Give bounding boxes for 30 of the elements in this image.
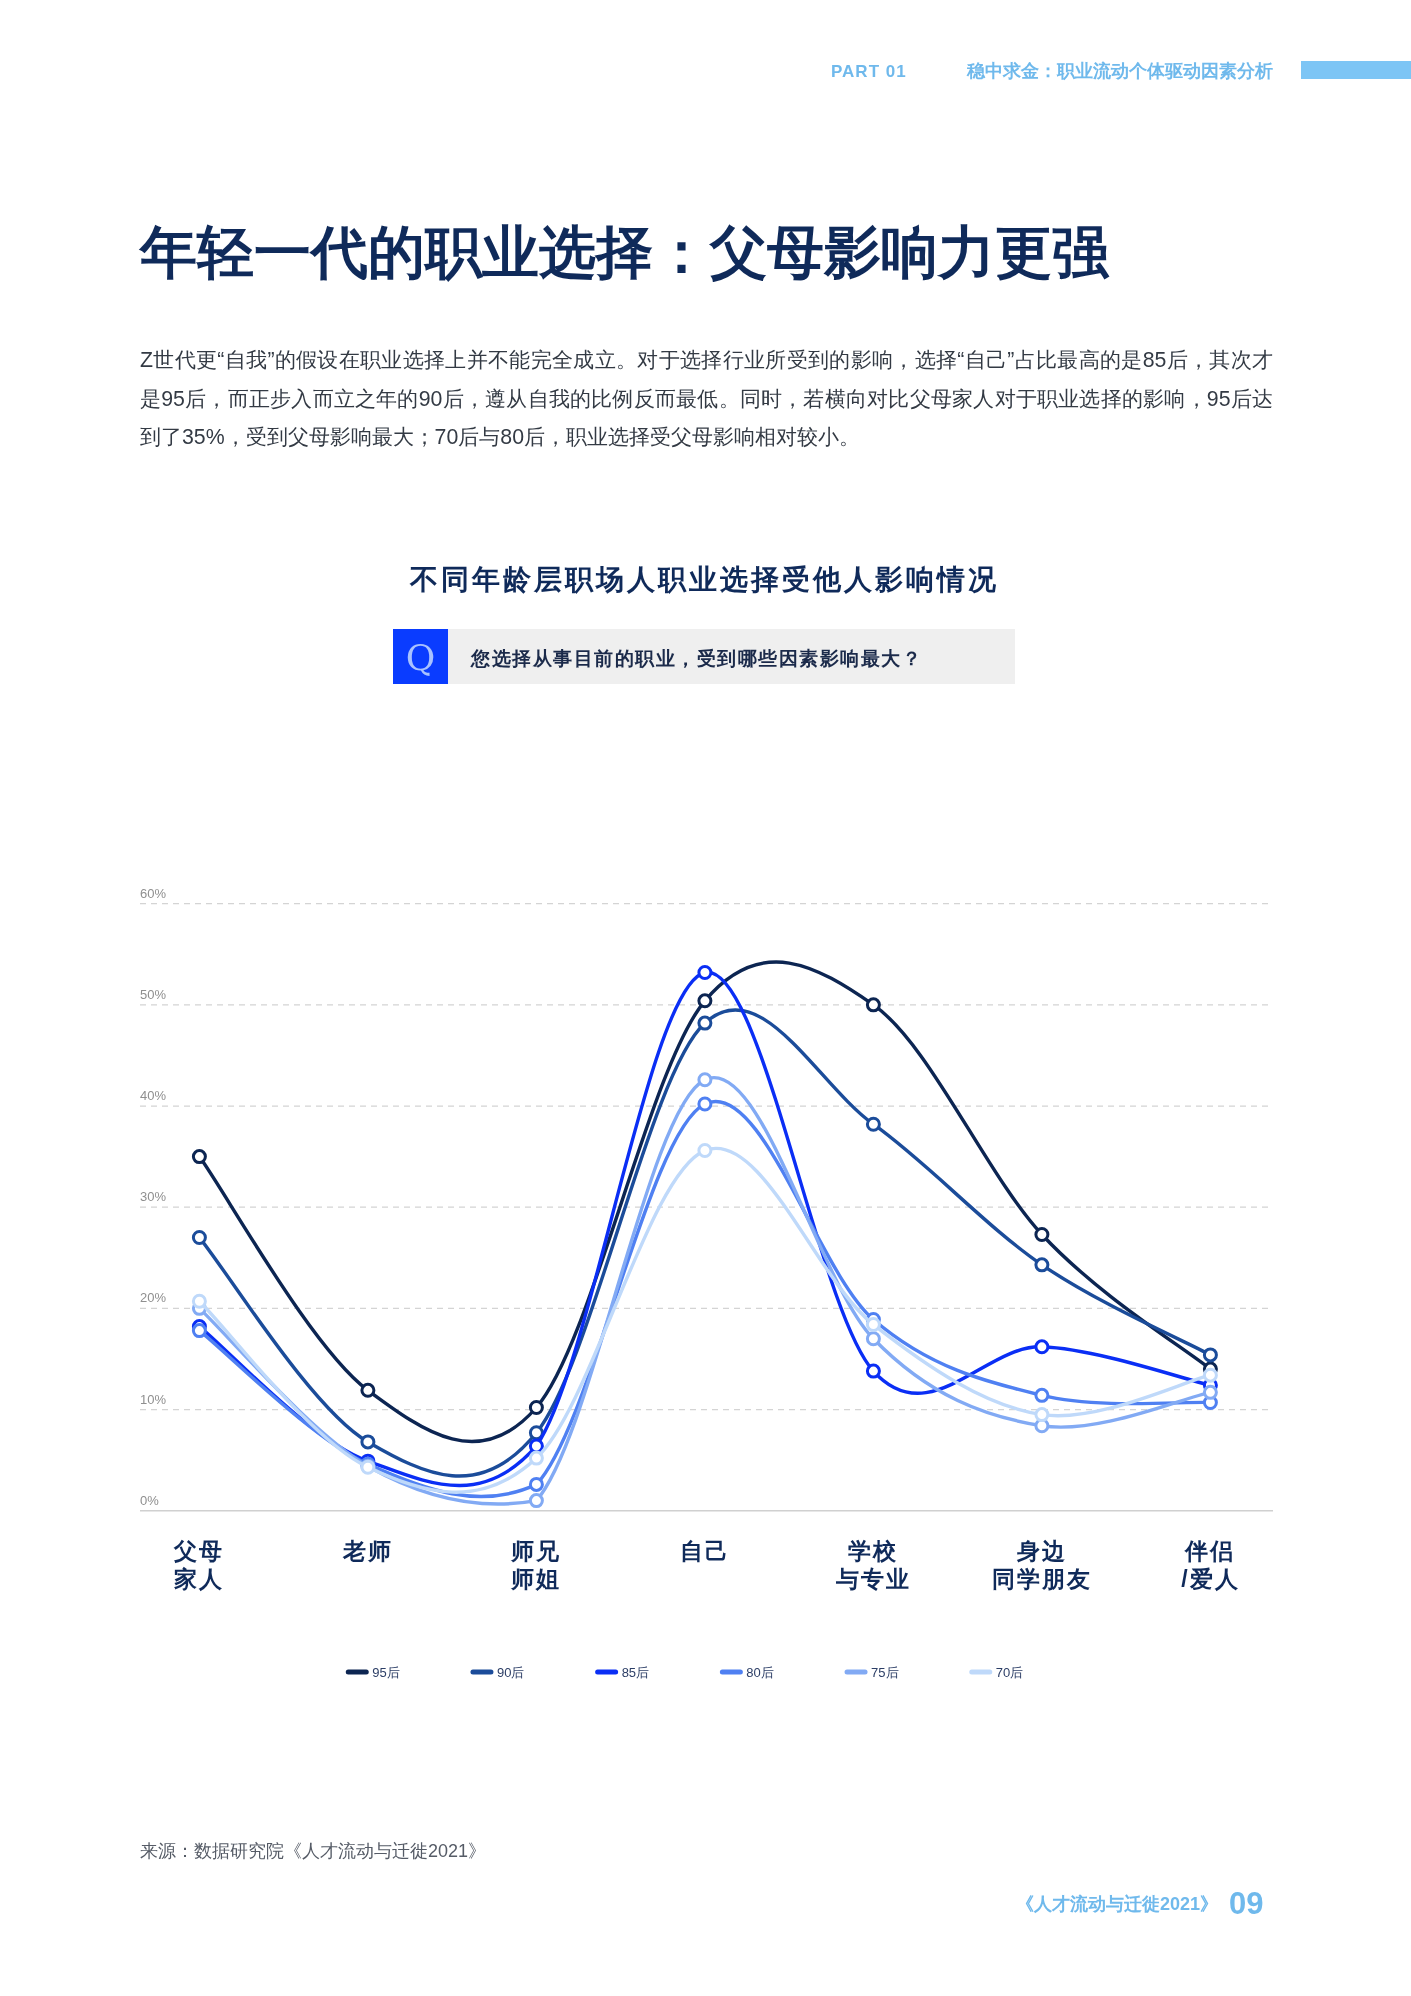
legend-label: 70后 <box>995 1665 1024 1680</box>
text: 稳中求金：职业流动个体驱动因素分析 <box>966 61 1273 81</box>
y-tick-label: 30% <box>140 1189 167 1205</box>
x-tick-label: 身边同学朋友 <box>991 1538 1092 1592</box>
x-tick-label: 学校与专业 <box>834 1538 911 1592</box>
y-tick-label: 20% <box>140 1290 167 1306</box>
y-tick-label: 40% <box>140 1088 167 1104</box>
y-tick-label: 60% <box>140 885 167 901</box>
x-tick-label: 父母家人 <box>173 1538 225 1592</box>
x-tick-label: 师兄师姐 <box>510 1538 562 1592</box>
x-tick-label: 自己 <box>679 1538 730 1564</box>
text: PART 01 <box>831 62 907 81</box>
y-tick-label: 10% <box>140 1391 167 1407</box>
x-tick-label: 伴侣/爱人 <box>1181 1538 1240 1592</box>
legend-label: 80后 <box>746 1665 774 1680</box>
legend-label: 90后 <box>496 1665 525 1680</box>
text: Q <box>405 637 436 678</box>
x-tick-label: 老师 <box>341 1538 393 1564</box>
text: Z世代更“自我”的假设在职业选择上并不能完全成立。对于选择行业所受到的影响，选择“自己”占比最高的是85后，其次才是95后，而正步入而立之年的90后，遵从自我的比例反而最低。同时，若横向对比父母家人对于职业选择的影响，95后达到了35%，受到父母影响最大；70后与80后，职业选择受父母影响相对较小。 <box>140 347 1273 451</box>
y-tick-label: 0% <box>140 1492 160 1508</box>
source-note: 来源：数据研究院《人才流动与迁徙2021》 <box>140 1841 487 1861</box>
legend-label: 75后 <box>871 1665 899 1680</box>
legend-label: 95后 <box>372 1665 400 1680</box>
chart-subtitle: 不同年龄层职场人职业选择受他人影响情况 <box>408 564 999 595</box>
y-tick-label: 50% <box>140 986 167 1002</box>
text: 您选择从事目前的职业，受到哪些因素影响最大？ <box>470 648 922 669</box>
legend-label: 85后 <box>621 1665 650 1680</box>
text: 09 <box>1229 1886 1264 1921</box>
text: 《人才流动与迁徙2021》 <box>1015 1894 1218 1914</box>
chart-title: 年轻一代的职业选择：父母影响力更强 <box>138 220 1110 284</box>
